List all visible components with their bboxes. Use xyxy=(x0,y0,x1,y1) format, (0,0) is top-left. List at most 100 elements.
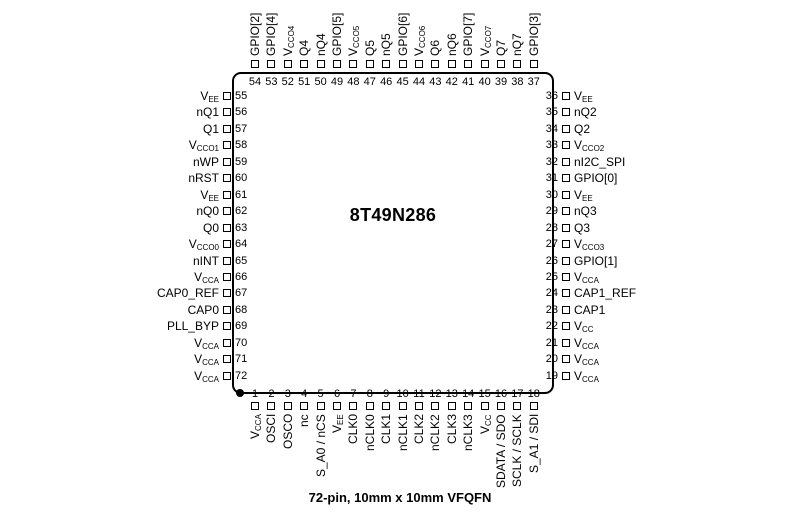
pin-pad xyxy=(223,338,231,347)
pin-label-subscript: CCO3 xyxy=(582,243,605,253)
pin-number: 33 xyxy=(545,139,558,152)
pin-pad xyxy=(300,402,309,410)
pin-pad xyxy=(562,355,570,364)
pin-label: CAP1 xyxy=(574,302,606,317)
pin-pad xyxy=(562,207,570,216)
pin-label: PLL_BYP xyxy=(166,319,219,334)
pin-pad xyxy=(398,60,407,68)
pin-label: VEE xyxy=(574,187,593,203)
pin-pad xyxy=(480,60,489,68)
pin-pad xyxy=(562,157,570,166)
chip-package-body xyxy=(232,72,554,394)
part-number: 8T49N286 xyxy=(349,205,437,225)
pin-pad xyxy=(513,402,522,410)
pin-number: 71 xyxy=(235,353,248,366)
pin-pad xyxy=(562,240,570,249)
pin-pad xyxy=(562,272,570,281)
pin-label: OSCO xyxy=(280,413,295,449)
pin-number: 68 xyxy=(235,303,248,316)
pin-number: 7 xyxy=(350,388,357,400)
pin-pad xyxy=(480,402,489,410)
pin-number: 63 xyxy=(235,221,248,234)
pin-label-subscript: EE xyxy=(336,414,345,425)
pin-pad xyxy=(562,289,570,298)
pin-number: 8 xyxy=(366,388,373,400)
pin-pad xyxy=(316,60,325,68)
pin-label: VCC xyxy=(574,319,594,335)
pin-number: 41 xyxy=(462,76,475,88)
pin-number: 20 xyxy=(545,353,558,366)
pin-label-subscript: CCA xyxy=(202,275,219,285)
pin-pad xyxy=(529,402,538,410)
pin-pad xyxy=(562,124,570,133)
pin-label-subscript: CCA xyxy=(254,414,263,431)
pin-number: 72 xyxy=(235,369,248,382)
pin-pad xyxy=(300,60,309,68)
pin-number: 9 xyxy=(383,388,390,400)
pin-pad xyxy=(349,60,358,68)
pin-number: 1 xyxy=(251,388,259,400)
pin-number: 67 xyxy=(235,287,248,300)
pin-number: 42 xyxy=(445,76,458,88)
pin-pad xyxy=(223,174,231,183)
pin-number: 4 xyxy=(301,388,308,400)
pin-pad xyxy=(382,60,391,68)
pin-number: 19 xyxy=(545,369,558,382)
pin-label: VCCO7 xyxy=(477,25,493,56)
pin-label: nQ6 xyxy=(444,33,459,56)
pin-label: CAP0 xyxy=(187,302,219,317)
pin-number: 11 xyxy=(413,388,425,400)
pin-pad xyxy=(223,108,231,117)
pin-number: 31 xyxy=(545,172,558,185)
pin-label: VEE xyxy=(574,89,593,104)
pin-number: 15 xyxy=(478,388,491,400)
pin-pad xyxy=(497,402,505,410)
pin-pad xyxy=(382,402,391,410)
pin-label: GPIO[7] xyxy=(461,12,476,56)
pin-pad xyxy=(223,272,231,281)
pin-number: 47 xyxy=(363,76,376,88)
pin-label: CLK2 xyxy=(412,413,426,444)
pin-pad xyxy=(464,402,473,410)
pin-number: 62 xyxy=(235,205,248,218)
pin-number: 2 xyxy=(268,388,275,400)
pin-number: 49 xyxy=(330,76,344,88)
pin-pad xyxy=(447,60,456,68)
pin-label: S_A1 / SDI xyxy=(526,413,541,473)
pin-pad xyxy=(365,60,374,68)
pin-label-subscript: CC xyxy=(582,325,594,335)
pin-label: VCCA xyxy=(574,269,599,285)
pin-number: 45 xyxy=(396,76,409,88)
pin-pad xyxy=(223,223,231,232)
pin-label: nI2C_SPI xyxy=(574,154,626,169)
pin-number: 22 xyxy=(545,320,558,333)
pin-label: nCLK0 xyxy=(362,414,377,451)
pin-label: GPIO[5] xyxy=(330,12,344,56)
pin-number: 38 xyxy=(511,76,524,88)
pin-label: GPIO[4] xyxy=(264,12,279,56)
pin-pad xyxy=(223,207,231,216)
pin-label-subscript: EE xyxy=(208,95,219,104)
pin-number: 35 xyxy=(545,106,558,119)
pin-label: nQ3 xyxy=(574,204,597,219)
pin-number: 25 xyxy=(545,270,558,283)
pin-pad xyxy=(223,256,231,265)
pin-pad xyxy=(497,60,505,68)
pin-label: VCCA xyxy=(194,368,219,384)
pin-label: Q0 xyxy=(202,220,219,235)
pin-number: 59 xyxy=(235,155,248,168)
pin-pad xyxy=(447,402,456,410)
pin-number: 32 xyxy=(545,155,558,168)
pin-label: CLK3 xyxy=(444,413,459,444)
pin-number: 65 xyxy=(235,254,248,267)
pin-label: VCCA xyxy=(574,368,599,384)
pin-label: CAP1_REF xyxy=(574,286,637,301)
pin-label: nCLK1 xyxy=(395,414,410,451)
pin-label: GPIO[1] xyxy=(574,253,618,268)
pin-number: 6 xyxy=(333,388,341,400)
pin-number: 69 xyxy=(235,320,248,333)
pin-number: 12 xyxy=(429,388,442,400)
pin-label: CLK0 xyxy=(346,413,361,444)
pin-label: nQ7 xyxy=(510,33,525,56)
pin-number: 66 xyxy=(235,270,248,283)
